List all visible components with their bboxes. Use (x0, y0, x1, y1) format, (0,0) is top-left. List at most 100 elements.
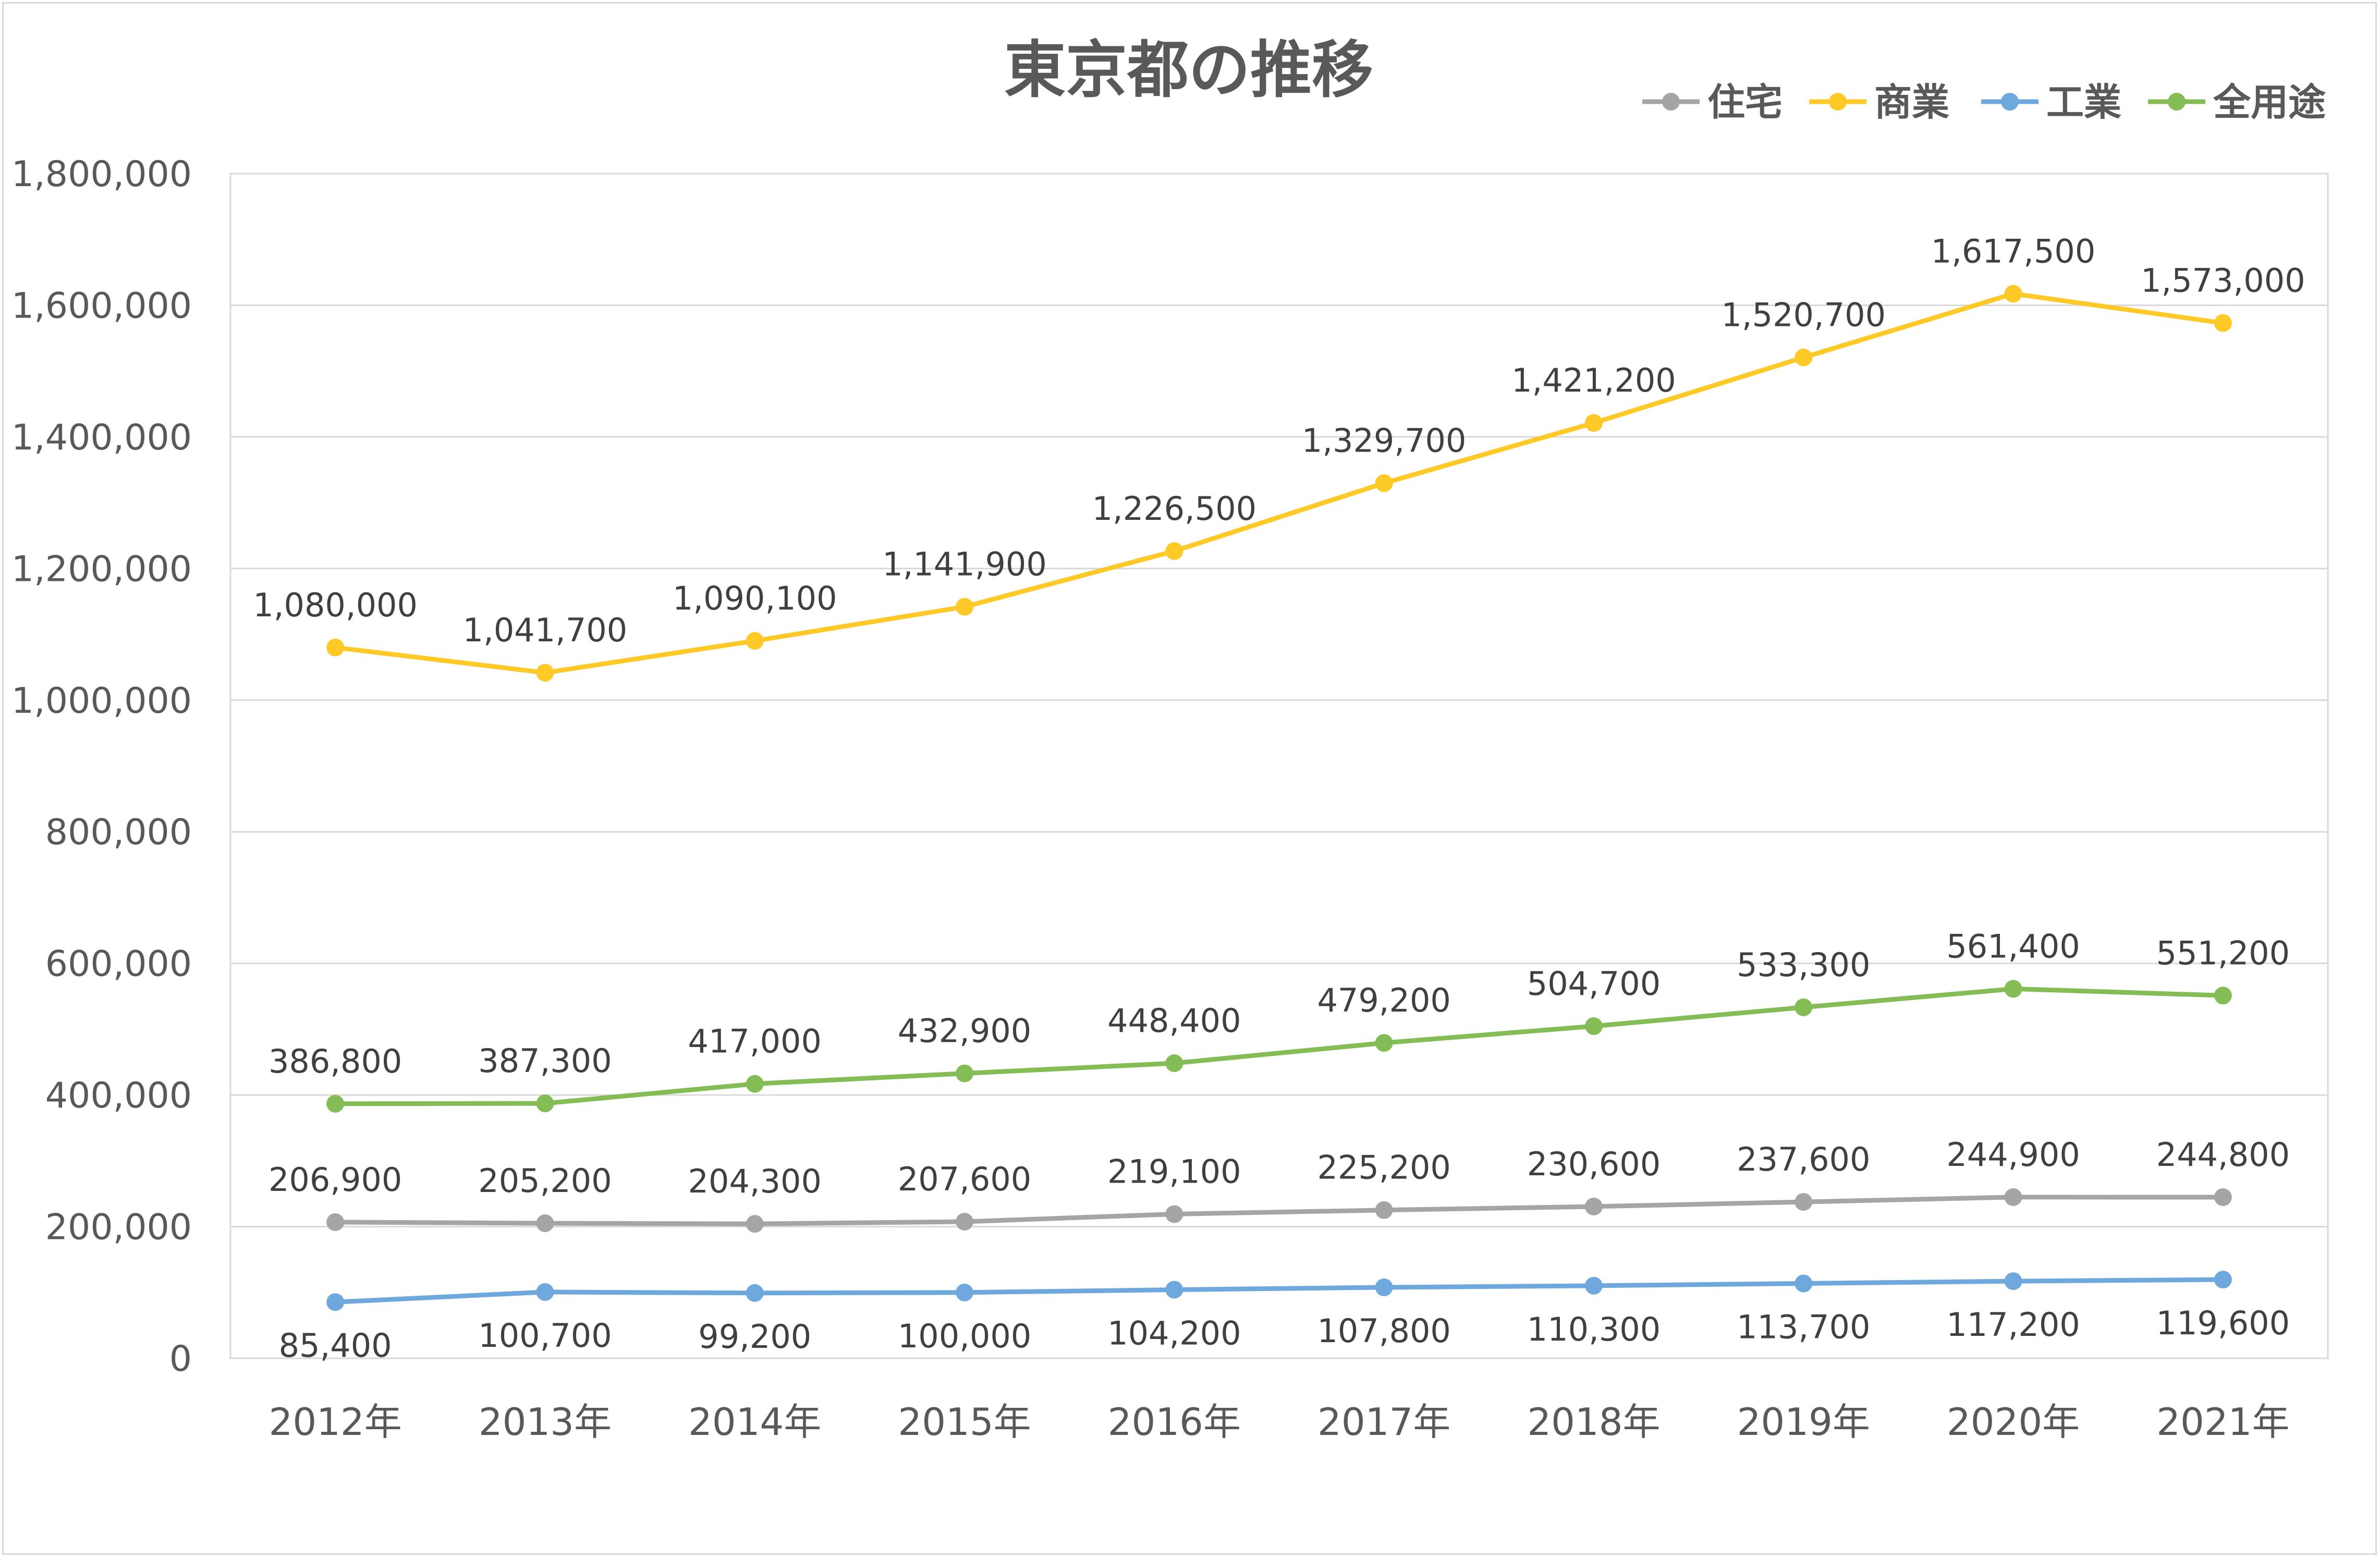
data-label: 551,200 (2156, 934, 2290, 972)
legend-marker (2001, 93, 2019, 111)
data-label: 113,700 (1737, 1308, 1870, 1346)
data-label: 85,400 (279, 1326, 392, 1365)
data-label: 1,141,900 (882, 545, 1047, 583)
data-point (536, 1094, 554, 1113)
data-label: 100,000 (898, 1317, 1031, 1355)
data-point (746, 1075, 764, 1093)
series-points (326, 285, 2232, 1311)
data-point (536, 664, 554, 682)
data-point (1165, 542, 1183, 560)
data-label: 387,300 (478, 1042, 612, 1080)
data-label: 479,200 (1317, 981, 1450, 1019)
data-label: 107,800 (1317, 1312, 1450, 1350)
y-tick-label: 0 (169, 1338, 192, 1380)
data-label: 432,900 (898, 1012, 1031, 1050)
data-point (1584, 1017, 1603, 1035)
data-label: 225,200 (1317, 1149, 1450, 1187)
data-point (536, 1283, 554, 1301)
series-line-0 (333, 1195, 2226, 1226)
y-axis-ticks: 0 200,000 400,000 600,000 800,000 1,000,000 1,… (11, 154, 192, 1380)
data-label: 244,800 (2156, 1136, 2290, 1174)
data-point (1375, 1278, 1393, 1296)
y-tick-label: 1,000,000 (11, 680, 192, 722)
data-point (2214, 1188, 2232, 1207)
data-label: 244,900 (1946, 1136, 2080, 1174)
data-label: 100,700 (478, 1317, 612, 1355)
data-point (326, 1293, 345, 1311)
chart-title: 東京都の推移 (1004, 34, 1373, 106)
legend-label: 住宅 (1707, 80, 1783, 124)
data-label: 119,600 (2156, 1304, 2290, 1342)
data-label: 99,200 (698, 1318, 811, 1356)
data-point (2004, 1272, 2022, 1291)
data-label: 448,400 (1107, 1002, 1241, 1040)
x-tick-label: 2020年 (1947, 1400, 2080, 1444)
data-label: 230,600 (1527, 1145, 1661, 1183)
data-label: 1,520,700 (1721, 296, 1886, 334)
data-point (746, 1215, 764, 1233)
legend: 住宅 商業 工業 全用途 (1642, 80, 2326, 124)
data-label: 1,080,000 (253, 586, 418, 624)
data-point (2004, 1188, 2022, 1206)
data-label: 206,900 (268, 1161, 402, 1199)
data-label: 110,300 (1527, 1310, 1661, 1348)
data-point (956, 1064, 974, 1082)
y-tick-label: 200,000 (45, 1207, 192, 1248)
y-tick-label: 1,800,000 (11, 154, 192, 195)
series-line-3 (333, 986, 2226, 1106)
x-tick-label: 2018年 (1527, 1400, 1660, 1444)
data-label: 104,200 (1107, 1314, 1241, 1352)
data-point (1375, 474, 1393, 492)
data-label: 1,041,700 (463, 611, 628, 649)
data-point (746, 1284, 764, 1302)
data-label: 1,617,500 (1931, 232, 2096, 270)
data-label: 1,421,200 (1511, 361, 1676, 399)
x-axis-ticks: 2012年 2013年 2014年 2015年 2016年 2017年 2018年 2019年… (269, 1400, 2290, 1444)
data-label: 117,200 (1946, 1306, 2080, 1344)
data-point (956, 1212, 974, 1231)
y-tick-label: 1,400,000 (11, 417, 192, 458)
data-point (1584, 414, 1603, 432)
data-point (1375, 1034, 1393, 1052)
data-label: 1,090,100 (673, 579, 837, 617)
x-tick-label: 2021年 (2156, 1400, 2289, 1444)
data-point (746, 632, 764, 650)
data-point (326, 1213, 345, 1231)
legend-label: 商業 (1874, 80, 1949, 124)
data-label: 204,300 (688, 1162, 822, 1200)
data-point (1795, 998, 1813, 1016)
series-line-2 (333, 1277, 2226, 1305)
x-tick-label: 2013年 (479, 1400, 612, 1444)
data-point (1584, 1197, 1603, 1215)
data-label: 504,700 (1527, 965, 1661, 1003)
y-tick-label: 1,600,000 (11, 285, 192, 326)
x-tick-label: 2012年 (269, 1400, 402, 1444)
data-label: 417,000 (688, 1023, 822, 1061)
data-labels: 206,900 205,200 204,300 207,600 219,100 225,2… (253, 232, 2305, 1365)
data-point (326, 1094, 345, 1113)
y-tick-label: 400,000 (45, 1075, 192, 1116)
data-label: 386,800 (268, 1042, 402, 1080)
data-point (2214, 314, 2232, 332)
y-tick-label: 600,000 (45, 944, 192, 985)
x-tick-label: 2014年 (688, 1400, 821, 1444)
data-point (1165, 1281, 1183, 1299)
data-point (1795, 348, 1813, 367)
data-label: 237,600 (1737, 1140, 1870, 1178)
x-tick-label: 2016年 (1108, 1400, 1241, 1444)
legend-marker (1662, 93, 1680, 111)
data-point (956, 1283, 974, 1301)
data-label: 533,300 (1737, 946, 1870, 984)
legend-marker (2168, 93, 2186, 111)
data-label: 561,400 (1946, 927, 2080, 965)
y-tick-label: 1,200,000 (11, 549, 192, 590)
series-line-1 (333, 291, 2226, 675)
legend-label: 全用途 (2213, 80, 2326, 124)
series-lines (333, 291, 2226, 1305)
data-label: 1,329,700 (1302, 422, 1467, 460)
data-point (326, 638, 345, 656)
data-point (1375, 1201, 1393, 1219)
legend-label: 工業 (2046, 80, 2121, 124)
